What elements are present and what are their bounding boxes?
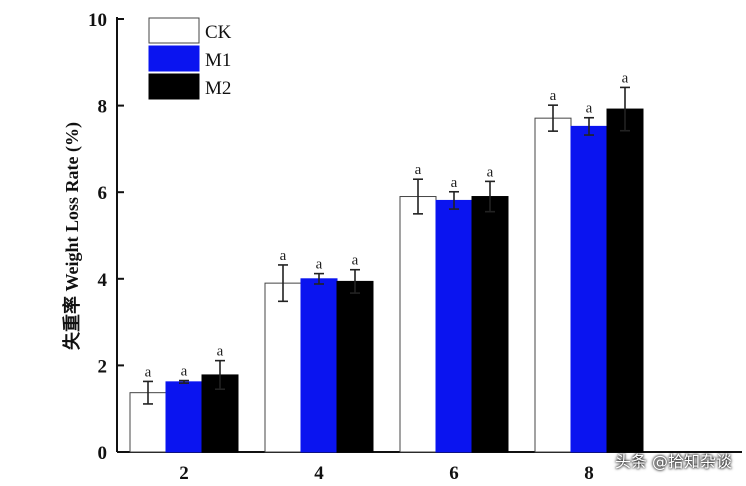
significance-label: a bbox=[145, 364, 152, 380]
legend-label: M2 bbox=[205, 78, 231, 99]
bar-M1-6 bbox=[435, 199, 473, 453]
significance-label: a bbox=[451, 175, 458, 191]
x-tick-label: 6 bbox=[449, 463, 459, 484]
bar-M1-8 bbox=[570, 125, 608, 453]
bar-CK-6 bbox=[399, 196, 437, 453]
bar-M2-4 bbox=[336, 280, 374, 453]
significance-label: a bbox=[280, 248, 287, 264]
significance-label: a bbox=[622, 70, 629, 86]
watermark: 头条 @拾知杂谈 bbox=[614, 452, 732, 471]
bar-M1-4 bbox=[300, 278, 338, 453]
y-tick-label: 4 bbox=[98, 270, 108, 291]
y-tick-label: 10 bbox=[88, 10, 107, 31]
significance-label: a bbox=[217, 344, 224, 360]
y-tick-label: 2 bbox=[98, 356, 108, 377]
legend-swatch-M1 bbox=[148, 45, 200, 72]
x-tick-label: 2 bbox=[179, 463, 189, 484]
significance-label: a bbox=[550, 88, 557, 104]
significance-label: a bbox=[415, 162, 422, 178]
bar-CK-8 bbox=[534, 117, 572, 453]
bar-M2-8 bbox=[606, 108, 644, 453]
significance-label: a bbox=[316, 257, 323, 273]
y-tick-label: 8 bbox=[98, 97, 108, 118]
legend-swatch-M2 bbox=[148, 73, 200, 100]
bar-M1-2 bbox=[165, 381, 203, 453]
significance-label: a bbox=[487, 164, 494, 180]
significance-label: a bbox=[181, 364, 188, 380]
bar-CK-4 bbox=[264, 282, 302, 453]
bar-M2-6 bbox=[471, 196, 509, 453]
x-tick-label: 8 bbox=[584, 463, 594, 484]
y-axis-label: 失重率 Weight Loss Rate (%) bbox=[61, 122, 83, 350]
y-tick-label: 0 bbox=[98, 443, 108, 464]
x-tick-label: 4 bbox=[314, 463, 324, 484]
significance-label: a bbox=[352, 253, 359, 269]
legend-label: CK bbox=[205, 22, 232, 43]
significance-label: a bbox=[586, 101, 593, 117]
legend-label: M1 bbox=[205, 50, 231, 71]
y-tick-label: 6 bbox=[98, 183, 108, 204]
legend-swatch-CK bbox=[148, 17, 200, 44]
